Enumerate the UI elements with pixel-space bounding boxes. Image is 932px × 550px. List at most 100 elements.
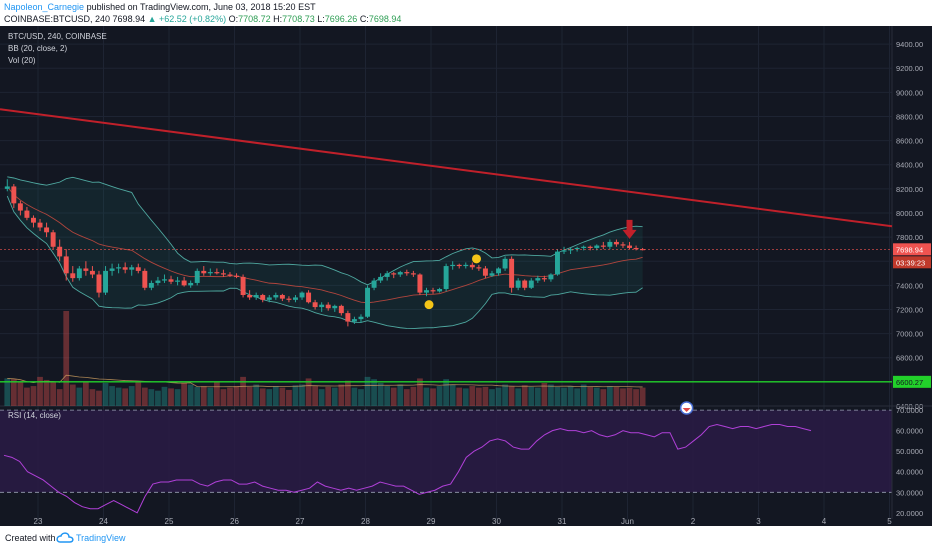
candle [293,295,298,303]
low-value: 7696.26 [324,14,358,24]
candle [207,268,213,276]
rsi-legend[interactable]: RSI (14, close) [8,411,61,420]
candle [286,296,292,303]
candle [613,239,619,247]
candle-body [37,222,43,228]
candle-body [109,268,115,271]
volume-bar [286,389,292,406]
volume-bar [515,388,522,406]
candle-body [568,249,574,251]
candle-body [430,290,436,292]
bb-legend[interactable]: BB (20, close, 2) [8,44,68,53]
candle-body [463,264,469,267]
volume-bar [76,387,83,406]
candle [96,270,102,298]
candle-body [515,280,521,288]
candle-body [135,267,141,271]
y-tick-label: 9000.00 [896,88,923,97]
candle [450,261,456,270]
candle [338,304,344,316]
symbol-legend[interactable]: BTC/USD, 240, COINBASE [8,32,107,41]
candle-body [319,304,325,308]
candle [214,268,220,275]
volume-bar [443,379,449,406]
candle-body [391,273,397,275]
x-tick-label: 2 [691,517,696,526]
x-tick-label: Jun [621,517,634,526]
candle [129,264,135,276]
candle-body [44,227,50,233]
tradingview-brand[interactable]: TradingView [76,533,126,543]
author-link[interactable]: Napoleon_Carnegie [4,2,85,12]
volume-bar [279,387,286,406]
rsi-band [0,410,892,493]
volume-bar [436,386,443,406]
volume-bar [168,388,174,406]
candle-body [594,245,600,248]
x-tick-label: 4 [822,517,827,526]
y-tick-label: 7800.00 [896,233,923,242]
candle-body [509,258,515,288]
candle-body [260,295,266,300]
volume-bar [272,386,279,406]
candle-body [456,264,462,267]
candle-body [293,297,298,300]
rsi-y-tick-label: 40.0000 [896,468,923,477]
volume-bar [187,384,194,406]
candle-body [312,302,318,308]
rsi-y-tick-label: 30.0000 [896,488,923,497]
volume-bar [633,389,639,406]
x-tick-label: 23 [34,517,43,526]
volume-bar [567,386,574,406]
candle-body [201,270,207,274]
volume-bar [397,384,404,406]
volume-bar [37,376,43,406]
candle [548,273,554,282]
support-price-label: 6600.27 [896,378,923,387]
candle [456,263,462,269]
candle-body [240,276,246,296]
chart-svg[interactable]: 23 24 25 26 27 28 29 30 31 Jun 2 3 4 59400.009200.009… [0,26,932,526]
candle [188,280,194,288]
candle [57,239,63,262]
footer: Created with TradingView [0,526,932,550]
last-price-label: 7698.94 [896,245,923,254]
candle [555,249,560,276]
candle-body [600,245,606,247]
candle [640,247,646,251]
volume-bar [574,388,580,406]
vol-legend[interactable]: Vol (20) [8,56,36,65]
candle [76,266,82,281]
candle [319,302,325,312]
candle-body [57,246,63,257]
volume-bar [580,384,587,406]
candle [103,266,108,296]
candle [227,272,233,277]
candle [600,241,606,250]
candle-body [89,270,95,275]
y-tick-label: 6800.00 [896,354,923,363]
volume-bar [174,389,181,406]
ohlc-line: COINBASE:BTCUSD, 240 7698.94 ▲ +62.52 (+… [4,14,401,24]
volume-bar [345,380,351,406]
chart-area[interactable]: 23 24 25 26 27 28 29 30 31 Jun 2 3 4 5 9400.00 9200.00 9… [0,26,932,526]
candle [89,266,95,279]
volume-bar [10,379,17,406]
candle [561,246,567,254]
candle [391,272,397,279]
volume-bar [89,389,96,406]
volume-bar [233,386,240,406]
candle-body [116,267,122,269]
volume-bar [50,382,56,406]
candle [587,245,593,251]
volume-bar [305,378,312,406]
candle [299,291,305,300]
volume-bar [390,387,397,406]
candle [155,276,161,286]
candle-body [76,268,82,279]
candle-body [443,266,449,289]
open-label: O: [228,14,239,24]
candle [220,269,226,277]
volume-bar [83,381,89,406]
candle [247,290,253,300]
